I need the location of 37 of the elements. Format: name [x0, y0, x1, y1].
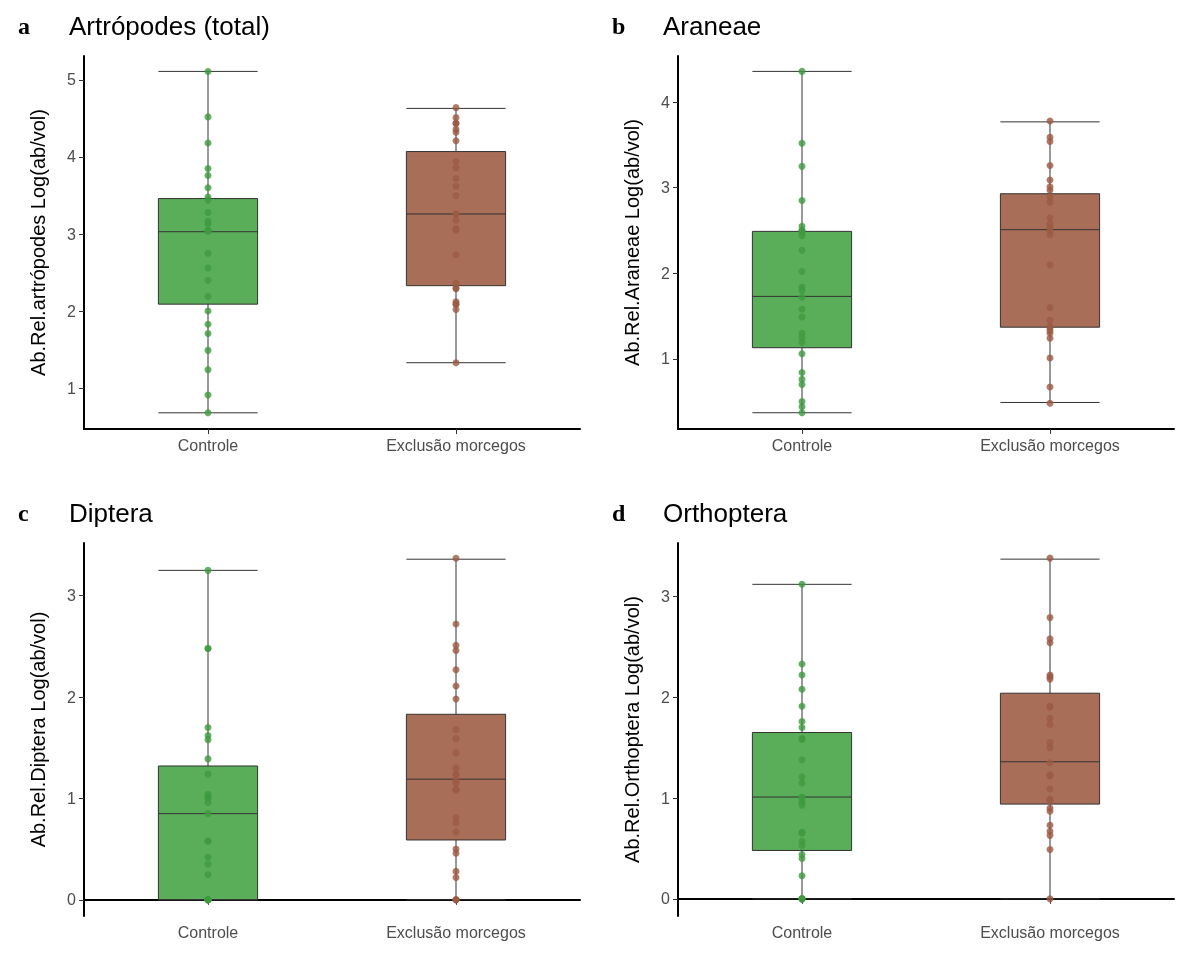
y-tick-label: 2 — [67, 688, 77, 706]
chart-title: Araneae — [663, 11, 762, 41]
text: a — [18, 13, 30, 39]
x-tick-label: Controle — [177, 923, 239, 941]
x-tick-label: Exclusão morcegos — [386, 923, 526, 941]
x-tick-label: Controle — [771, 436, 833, 454]
y-tick-label: 3 — [661, 587, 671, 605]
y-axis-title: Ab.Rel.artrópodes Log(ab/vol) — [27, 109, 49, 376]
y-tick-label: 1 — [661, 789, 671, 807]
y-tick-label: 0 — [661, 890, 671, 908]
text: c — [18, 500, 29, 526]
chart-title: Diptera — [69, 498, 154, 528]
y-tick-label: 1 — [67, 379, 77, 397]
y-tick-label: 3 — [67, 587, 77, 605]
y-tick-label: 3 — [661, 179, 671, 197]
x-tick-label: Controle — [771, 923, 833, 941]
y-tick-label: 0 — [67, 891, 77, 909]
x-tick-label: Exclusão morcegos — [386, 436, 526, 454]
text: d — [612, 500, 626, 526]
y-tick-label: 3 — [67, 225, 77, 243]
x-tick-label: Exclusão morcegos — [980, 436, 1120, 454]
x-tick-label: Exclusão morcegos — [980, 923, 1120, 941]
y-tick-label: 2 — [67, 302, 77, 320]
y-tick-label: 1 — [661, 350, 671, 368]
x-tick-label: Controle — [177, 436, 239, 454]
y-tick-label: 1 — [67, 789, 77, 807]
chart-title: Artrópodes (total) — [69, 11, 270, 41]
y-tick-label: 4 — [67, 148, 77, 166]
text: b — [612, 13, 626, 39]
y-axis-title: Ab.Rel.Araneae Log(ab/vol) — [621, 119, 643, 366]
chart-title: Orthoptera — [663, 498, 788, 528]
y-axis-title: Ab.Rel.Orthoptera Log(ab/vol) — [621, 596, 643, 863]
y-axis-title: Ab.Rel.Diptera Log(ab/vol) — [27, 611, 49, 848]
y-tick-label: 4 — [661, 93, 671, 111]
y-tick-label: 2 — [661, 264, 671, 282]
y-tick-label: 5 — [67, 71, 77, 89]
y-tick-label: 2 — [661, 688, 671, 706]
